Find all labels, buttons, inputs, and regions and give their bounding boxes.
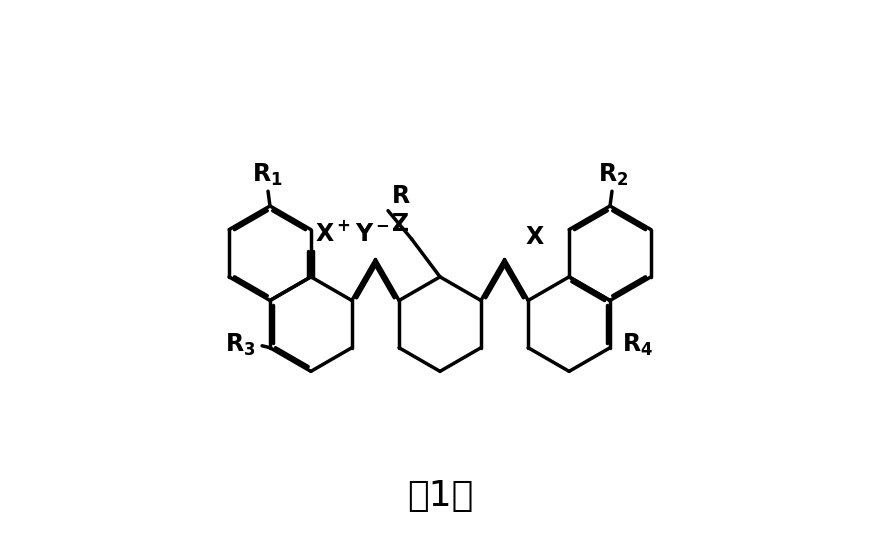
Text: $\mathbf{Y^-}$: $\mathbf{Y^-}$	[356, 222, 390, 246]
Text: $\mathbf{R}$: $\mathbf{R}$	[391, 184, 411, 208]
Text: $\mathbf{X}$: $\mathbf{X}$	[524, 225, 545, 248]
Text: $\mathbf{R_4}$: $\mathbf{R_4}$	[622, 332, 653, 358]
Text: $\mathbf{X^+}$: $\mathbf{X^+}$	[315, 221, 350, 246]
Text: $\mathbf{R_3}$: $\mathbf{R_3}$	[224, 332, 255, 358]
Text: $\mathbf{R_1}$: $\mathbf{R_1}$	[252, 162, 282, 188]
Text: $\mathbf{Z}$: $\mathbf{Z}$	[391, 212, 408, 236]
Text: （1）: （1）	[407, 479, 473, 514]
Text: $\mathbf{R_2}$: $\mathbf{R_2}$	[598, 162, 628, 188]
